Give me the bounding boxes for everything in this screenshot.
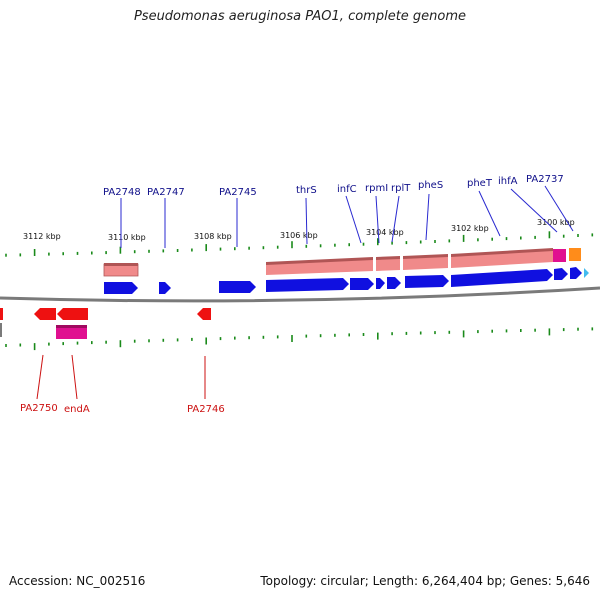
- reverse-ticks: [5, 327, 594, 351]
- label-infC[interactable]: infC: [337, 184, 357, 195]
- cds-pheS[interactable]: [405, 275, 449, 288]
- accession-text: Accession: NC_002516: [9, 574, 146, 588]
- label-pheS[interactable]: pheS: [418, 180, 443, 191]
- label-thrS[interactable]: thrS: [296, 185, 317, 196]
- gene-band-3[interactable]: [376, 257, 400, 271]
- label-PA2747[interactable]: PA2747: [147, 187, 185, 198]
- label-PA2745[interactable]: PA2745: [219, 187, 257, 198]
- map-title: Pseudomonas aeruginosa PAO1, complete ge…: [133, 9, 467, 24]
- forward-labels: PA2748 PA2747 PA2745 thrS infC rpmI rplT…: [103, 174, 564, 198]
- label-pheT[interactable]: pheT: [467, 178, 493, 189]
- forward-cds-track: [104, 267, 589, 294]
- label-endA[interactable]: endA: [64, 404, 90, 415]
- reverse-edge-mark: [0, 323, 2, 337]
- cds-infC[interactable]: [350, 278, 374, 290]
- label-rplT[interactable]: rplT: [391, 183, 411, 194]
- leader-ihfA: [510, 188, 558, 233]
- leader-thrS: [305, 197, 308, 245]
- kbp-label-3102: 3102 kbp: [451, 224, 489, 233]
- leader-rpmI: [375, 195, 380, 244]
- kbp-scale: 3112 kbp 3110 kbp 3108 kbp 3106 kbp 3104…: [23, 218, 575, 242]
- kbp-label-3100: 3100 kbp: [537, 218, 575, 227]
- kbp-label-3112: 3112 kbp: [23, 232, 61, 241]
- label-PA2746[interactable]: PA2746: [187, 404, 225, 415]
- reverse-trna-edge: [56, 325, 87, 328]
- leader-infC: [345, 195, 362, 244]
- cds-PA2746[interactable]: [197, 308, 211, 320]
- other-feature[interactable]: [584, 268, 589, 278]
- gene-band-5-edge: [451, 248, 553, 257]
- cds-PA2747[interactable]: [159, 282, 171, 294]
- label-rpmI[interactable]: rpmI: [365, 183, 388, 194]
- leader-pheS: [425, 193, 430, 241]
- reverse-cds-track: [0, 308, 211, 337]
- leader-PA2750: [36, 354, 44, 400]
- gene-band-4-edge: [403, 254, 448, 259]
- cds-PA2748[interactable]: [104, 282, 138, 294]
- leader-pheT: [478, 190, 501, 237]
- cds-pheT[interactable]: [451, 269, 553, 287]
- leader-endA: [71, 354, 78, 400]
- gene-band-3-edge: [376, 256, 400, 260]
- cds-rplT[interactable]: [387, 277, 401, 289]
- leader-rplT: [391, 195, 400, 243]
- reverse-trna-feature[interactable]: [56, 326, 87, 339]
- genome-backbone: [0, 286, 600, 303]
- reverse-label-leaders: [36, 354, 206, 400]
- reverse-labels: PA2750 endA PA2746: [20, 403, 225, 415]
- label-PA2737[interactable]: PA2737: [526, 174, 564, 185]
- genome-summary-text: Topology: circular; Length: 6,264,404 bp…: [260, 574, 590, 588]
- forward-label-leaders: [120, 185, 574, 248]
- leader-PA2737: [544, 185, 574, 232]
- gene-band-track: [56, 248, 581, 339]
- label-PA2748[interactable]: PA2748: [103, 187, 141, 198]
- gene-band-1-edge: [104, 263, 138, 266]
- cds-ihfA[interactable]: [554, 268, 568, 280]
- cds-rpmI[interactable]: [376, 278, 385, 289]
- rrna-feature[interactable]: [569, 248, 581, 261]
- cds-PA2750[interactable]: [34, 308, 56, 320]
- gene-band-4[interactable]: [403, 255, 448, 270]
- label-PA2750[interactable]: PA2750: [20, 403, 58, 414]
- cds-PA2737[interactable]: [570, 267, 582, 279]
- forward-ticks: [5, 231, 594, 257]
- cds-thrS[interactable]: [266, 278, 349, 292]
- label-ihfA[interactable]: ihfA: [498, 176, 518, 187]
- kbp-label-3104: 3104 kbp: [366, 228, 404, 237]
- kbp-label-3106: 3106 kbp: [280, 231, 318, 240]
- trna-feature[interactable]: [553, 249, 566, 262]
- kbp-label-3110: 3110 kbp: [108, 233, 146, 242]
- cds-PA2745[interactable]: [219, 281, 256, 293]
- gene-band-2-edge: [266, 257, 373, 265]
- kbp-label-3108: 3108 kbp: [194, 232, 232, 241]
- cds-reverse-edge[interactable]: [0, 308, 3, 320]
- cds-endA[interactable]: [57, 308, 88, 320]
